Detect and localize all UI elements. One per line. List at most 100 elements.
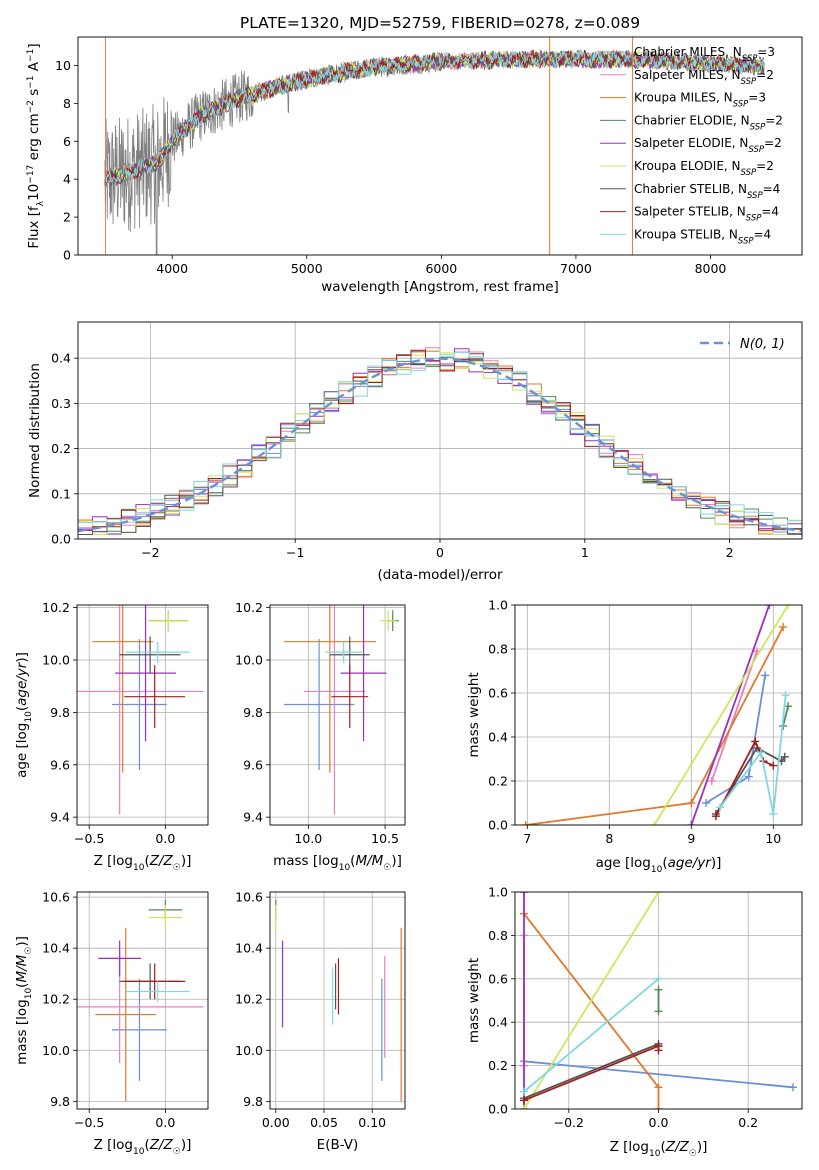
mass_vs_Z-axes: −0.5 0.0 9.8 10.0 10.2 10.4 10.6 bbox=[42, 890, 208, 1130]
weight_vs_Z-frame bbox=[514, 891, 803, 1110]
point-kroupa-stelib bbox=[325, 641, 363, 663]
x-axis-label: Z [log10(Z/Z☉)] bbox=[94, 853, 192, 873]
series-chabrier-stelib bbox=[711, 744, 789, 818]
y-tick-label: 9.4 bbox=[243, 810, 263, 825]
mass_vs_Z-frame bbox=[76, 891, 209, 1110]
x-tick-label: −2 bbox=[141, 545, 159, 560]
series-line bbox=[523, 1042, 660, 1100]
y-axis-label: mass weight bbox=[466, 672, 482, 757]
point-salpeter-elodie bbox=[340, 605, 387, 742]
y-tick-label: 0.2 bbox=[488, 1058, 508, 1073]
figure-title: PLATE=1320, MJD=52759, FIBERID=0278, z=0… bbox=[240, 14, 640, 32]
x-tick-label: 7 bbox=[523, 831, 531, 846]
mass_vs_EBV-frame bbox=[269, 891, 406, 1110]
age_vs_mass-plot bbox=[283, 605, 399, 815]
x-tick-label: −0.5 bbox=[74, 1115, 104, 1130]
y-tick-label: 10.2 bbox=[235, 600, 263, 615]
y-tick-label: 0 bbox=[63, 248, 71, 263]
y-tick-label: 4 bbox=[63, 172, 71, 187]
weight_vs_Z-plot bbox=[519, 892, 798, 1109]
x-tick-label: 5000 bbox=[291, 261, 323, 276]
spectrum-frame bbox=[77, 36, 803, 256]
point-chabrier-miles bbox=[112, 639, 167, 770]
series-kroupa-stelib bbox=[519, 974, 663, 1096]
point-chabrier-miles bbox=[283, 639, 355, 770]
series-kroupa-miles bbox=[521, 623, 788, 825]
histogram-salpeter-stelib bbox=[78, 349, 802, 531]
residuals-axes: −2 −1 0 1 2 0.0 0.1 0.2 0.3 0.4 bbox=[51, 322, 802, 560]
series-line bbox=[782, 705, 789, 727]
x-axis-label: E(B-V) bbox=[317, 1137, 359, 1153]
y-axis-label: Normed distribution bbox=[27, 363, 43, 498]
y-tick-label: 0.0 bbox=[488, 818, 508, 833]
weight_vs_age-plot bbox=[521, 605, 793, 825]
series-kroupa-stelib bbox=[716, 691, 790, 818]
series-kroupa-elodie bbox=[519, 892, 663, 1109]
point-salpeter-miles bbox=[77, 605, 204, 815]
y-tick-label: 10.0 bbox=[42, 653, 70, 668]
x-tick-label: 7000 bbox=[560, 261, 592, 276]
point-salpeter-miles bbox=[303, 605, 366, 815]
age_vs_Z-axes: −0.5 0.0 9.4 9.6 9.8 10.0 10.2 bbox=[42, 600, 208, 846]
y-tick-label: 0.4 bbox=[488, 730, 508, 745]
point-kroupa-elodie bbox=[148, 904, 183, 931]
point-kroupa-miles bbox=[92, 605, 154, 773]
x-axis-label: age [log10(age/yr)] bbox=[596, 855, 722, 875]
point-kroupa-miles bbox=[283, 605, 376, 773]
y-axis-label: mass weight bbox=[466, 958, 482, 1043]
y-tick-label: 1.0 bbox=[488, 885, 508, 900]
y-tick-label: 0.4 bbox=[488, 1015, 508, 1030]
x-tick-label: 2 bbox=[726, 545, 734, 560]
series-line bbox=[653, 605, 789, 825]
series-kroupa-elodie bbox=[650, 605, 793, 825]
point-kroupa-stelib bbox=[125, 981, 190, 1002]
legend-label: Chabrier STELIB, NSSP=4 bbox=[634, 182, 780, 201]
y-tick-label: 9.8 bbox=[243, 705, 263, 720]
y-tick-label: 8 bbox=[63, 96, 71, 111]
y-tick-label: 1.0 bbox=[488, 598, 508, 613]
x-tick-label: 0.0 bbox=[649, 1115, 669, 1130]
x-tick-label: 1 bbox=[581, 545, 589, 560]
y-tick-label: 0.6 bbox=[488, 971, 508, 986]
series-salpeter-elodie bbox=[519, 892, 528, 1109]
y-tick-label: 10.2 bbox=[42, 600, 70, 615]
legend-label: Salpeter MILES, NSSP=2 bbox=[634, 68, 774, 87]
series-line bbox=[715, 739, 774, 817]
y-tick-label: 0.8 bbox=[488, 928, 508, 943]
y-tick-label: 0.2 bbox=[51, 441, 71, 456]
y-axis-label: Flux [fλ10−17 erg cm−2 s−1 A−1] bbox=[26, 43, 46, 248]
model-spectrum-salpeter-stelib bbox=[104, 49, 765, 186]
y-tick-label: 10.4 bbox=[42, 941, 70, 956]
age_vs_mass-axes: 10.0 10.5 9.4 9.6 9.8 10.0 10.2 bbox=[235, 600, 405, 846]
y-tick-label: 9.6 bbox=[243, 757, 263, 772]
age_vs_Z-plot bbox=[77, 605, 204, 815]
series-line bbox=[523, 892, 660, 1109]
y-tick-label: 0.1 bbox=[51, 486, 71, 501]
y-tick-label: 10.2 bbox=[42, 992, 70, 1007]
legend-label: Salpeter STELIB, NSSP=4 bbox=[634, 205, 779, 224]
histogram-kroupa-elodie bbox=[78, 350, 802, 535]
y-tick-label: 0.0 bbox=[51, 532, 71, 547]
mass_vs_EBV-plot bbox=[275, 899, 402, 1102]
y-tick-label: 10.6 bbox=[235, 890, 263, 905]
x-tick-label: 0.05 bbox=[310, 1115, 338, 1130]
series-line bbox=[523, 1060, 794, 1089]
x-tick-label: 0.2 bbox=[738, 1115, 758, 1130]
y-tick-label: 9.6 bbox=[50, 757, 70, 772]
point-kroupa-stelib bbox=[125, 641, 190, 663]
y-tick-label: 9.8 bbox=[243, 1094, 263, 1109]
mass_vs_Z-plot bbox=[77, 899, 204, 1102]
weight_vs_age-frame bbox=[514, 604, 803, 826]
y-tick-label: 10 bbox=[55, 58, 71, 73]
histogram-kroupa-stelib bbox=[78, 352, 802, 526]
model-spectrum-kroupa-stelib bbox=[104, 48, 765, 184]
y-axis-label: age [log10(age/yr)] bbox=[14, 652, 34, 778]
series-line bbox=[525, 626, 784, 825]
y-tick-label: 10.0 bbox=[235, 653, 263, 668]
y-tick-label: 0.4 bbox=[51, 351, 71, 366]
residuals-frame bbox=[77, 321, 803, 540]
series-chabrier-elodie bbox=[654, 985, 663, 1016]
point-salpeter-stelib bbox=[331, 665, 369, 729]
residuals-plot bbox=[78, 347, 802, 535]
series-line bbox=[523, 913, 660, 1109]
